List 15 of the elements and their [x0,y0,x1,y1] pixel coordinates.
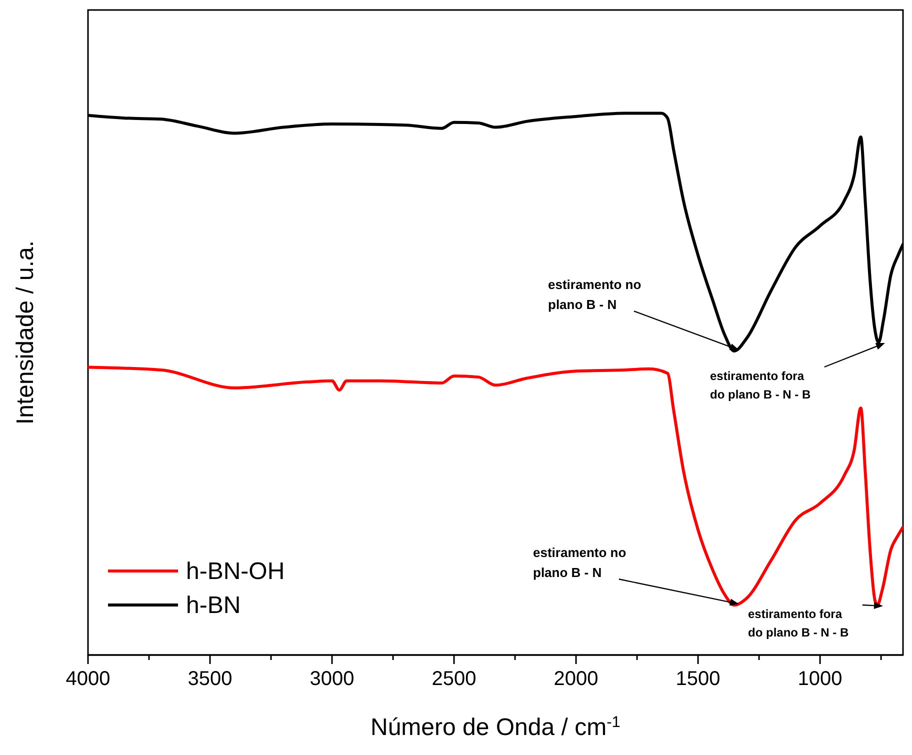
x-tick-label: 2500 [432,668,476,690]
x-tick-label: 1000 [798,668,842,690]
annotation: estiramento fora do plano B - N - B [748,607,849,640]
x-axis-title: Número de Onda / cm$^{-1}$ [370,714,620,741]
annotation: estiramento no plano B - N [533,545,626,580]
legend-label: h-BN [186,592,241,619]
x-tick-label: 2000 [554,668,598,690]
y-axis-title: Intensidade / u.a. [12,240,39,425]
legend-label: h-BN-OH [186,558,285,585]
annotation: estiramento fora do plano B - N - B [710,369,811,402]
annotation: estiramento no plano B - N [548,277,642,312]
x-tick-label: 4000 [66,668,110,690]
x-tick-label: 3500 [188,668,232,690]
x-tick-label: 3000 [310,668,354,690]
x-tick-label: 1500 [676,668,720,690]
